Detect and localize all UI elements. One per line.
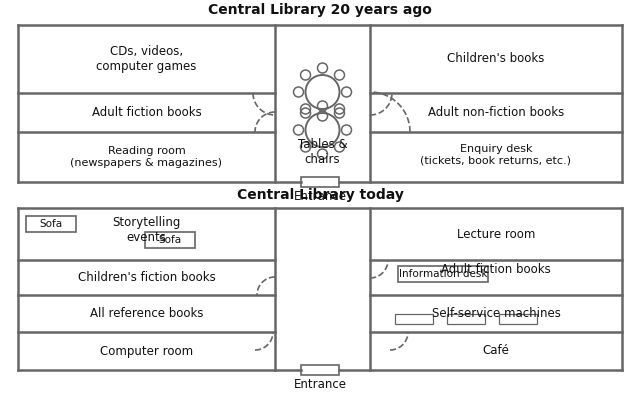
Bar bbox=[395, 314, 433, 324]
Text: Central Library today: Central Library today bbox=[237, 188, 403, 202]
Bar bbox=[145, 232, 195, 248]
Bar bbox=[447, 314, 485, 324]
Text: CDs, videos,
computer games: CDs, videos, computer games bbox=[96, 45, 196, 73]
Text: Storytelling
events: Storytelling events bbox=[112, 216, 180, 244]
Text: Sofa: Sofa bbox=[159, 235, 182, 245]
Text: Entrance: Entrance bbox=[294, 190, 346, 202]
Bar bbox=[301, 365, 339, 375]
Text: Adult non-fiction books: Adult non-fiction books bbox=[428, 106, 564, 119]
Text: Adult fiction books: Adult fiction books bbox=[441, 263, 551, 276]
Text: Information desk: Information desk bbox=[399, 269, 487, 279]
Text: Computer room: Computer room bbox=[100, 344, 193, 358]
Text: Self-service machines: Self-service machines bbox=[431, 307, 561, 320]
Bar bbox=[499, 314, 537, 324]
Text: Entrance: Entrance bbox=[294, 378, 346, 390]
Text: Café: Café bbox=[483, 344, 509, 358]
Bar bbox=[26, 216, 76, 232]
Text: Enquiry desk
(tickets, book returns, etc.): Enquiry desk (tickets, book returns, etc… bbox=[420, 144, 572, 166]
Text: Lecture room: Lecture room bbox=[457, 228, 535, 240]
Text: Reading room
(newspapers & magazines): Reading room (newspapers & magazines) bbox=[70, 146, 223, 168]
Text: Tables &
chairs: Tables & chairs bbox=[298, 138, 348, 166]
Text: Children's books: Children's books bbox=[447, 52, 545, 66]
Text: Adult fiction books: Adult fiction books bbox=[92, 106, 202, 119]
Text: Central Library 20 years ago: Central Library 20 years ago bbox=[208, 3, 432, 17]
Text: Sofa: Sofa bbox=[40, 219, 63, 229]
Bar bbox=[301, 177, 339, 187]
Text: Children's fiction books: Children's fiction books bbox=[77, 271, 216, 284]
Text: All reference books: All reference books bbox=[90, 307, 204, 320]
Bar bbox=[398, 266, 488, 282]
